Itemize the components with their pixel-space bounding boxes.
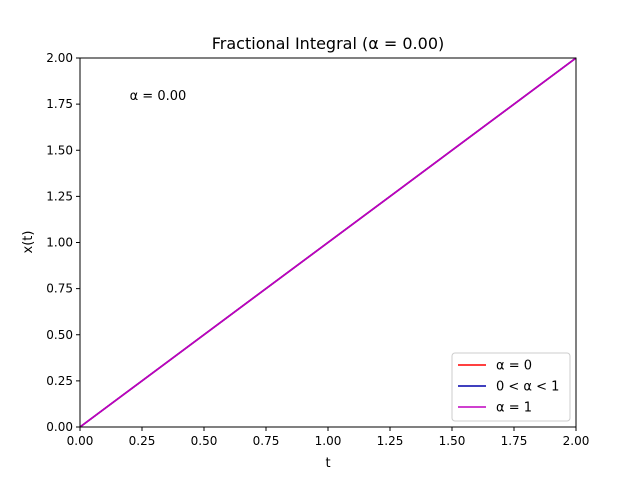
plot-area: 0.00 0.25 0.50 0.75 1.00 1.25 1.50 1.75 2.00 0.0… — [46, 51, 589, 448]
legend-label-3: α = 1 — [496, 401, 532, 416]
x-tick-label: 0.00 — [67, 434, 94, 448]
y-tick-label: 1.25 — [46, 189, 73, 203]
y-axis-label: x(t) — [21, 231, 36, 254]
x-axis-ticks: 0.00 0.25 0.50 0.75 1.00 1.25 1.50 1.75 2.00 — [67, 427, 590, 448]
y-tick-label: 1.50 — [46, 143, 73, 157]
series-layer — [79, 57, 577, 428]
x-tick-label: 0.50 — [191, 434, 218, 448]
alpha-annotation: α = 0.00 — [130, 89, 187, 104]
x-tick-label: 0.25 — [129, 434, 156, 448]
x-axis-label: t — [325, 456, 330, 471]
legend-label-2: 0 < α < 1 — [496, 380, 559, 395]
y-tick-label: 0.00 — [46, 420, 73, 434]
legend: α = 0 0 < α < 1 α = 1 — [451, 352, 571, 422]
x-tick-label: 1.50 — [439, 434, 466, 448]
y-tick-label: 1.75 — [46, 97, 73, 111]
x-tick-label: 0.75 — [253, 434, 280, 448]
legend-label-1: α = 0 — [496, 359, 532, 374]
legend-box — [451, 352, 571, 422]
series-line-3 — [79, 57, 577, 428]
y-tick-label: 0.50 — [46, 328, 73, 342]
y-tick-label: 0.25 — [46, 374, 73, 388]
x-tick-label: 1.00 — [315, 434, 342, 448]
chart-title: Fractional Integral (α = 0.00) — [212, 34, 444, 53]
x-tick-label: 2.00 — [563, 434, 590, 448]
y-tick-label: 1.00 — [46, 236, 73, 250]
y-axis-ticks: 0.00 0.25 0.50 0.75 1.00 1.25 1.50 1.75 2.00 — [46, 51, 80, 434]
x-tick-label: 1.25 — [377, 434, 404, 448]
x-tick-label: 1.75 — [501, 434, 528, 448]
y-tick-label: 0.75 — [46, 282, 73, 296]
y-tick-label: 2.00 — [46, 51, 73, 65]
